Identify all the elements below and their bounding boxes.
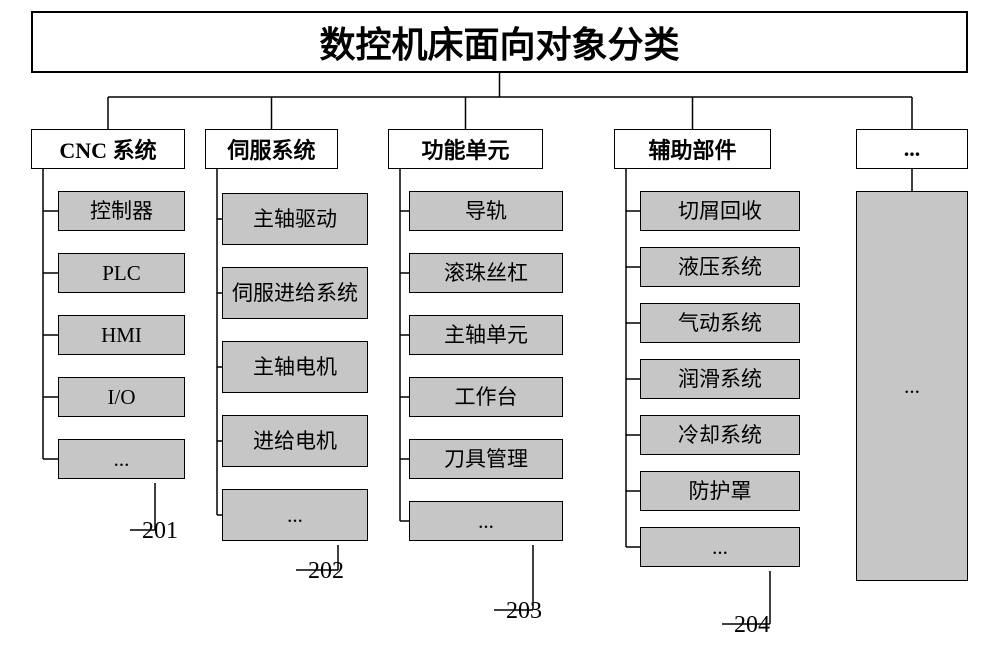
- item-3-0: 切屑回收: [640, 191, 800, 231]
- callout-1: 202: [308, 558, 344, 585]
- item-2-3: 工作台: [409, 377, 563, 417]
- item-3-2: 气动系统: [640, 303, 800, 343]
- item-1-2: 主轴电机: [222, 341, 368, 393]
- item-2-4: 刀具管理: [409, 439, 563, 479]
- item-2-2: 主轴单元: [409, 315, 563, 355]
- column-header-3: 辅助部件: [614, 129, 771, 169]
- item-1-4: ...: [222, 489, 368, 541]
- column-header-2: 功能单元: [388, 129, 543, 169]
- item-0-0: 控制器: [58, 191, 185, 231]
- diagram-canvas: 数控机床面向对象分类 CNC 系统控制器 PLC HMI I/O... 201 伺服系统主轴…: [0, 0, 1000, 651]
- item-0-3: I/O: [58, 377, 185, 417]
- placeholder-column: ...: [856, 191, 968, 581]
- item-1-1: 伺服进给系统: [222, 267, 368, 319]
- item-3-4: 冷却系统: [640, 415, 800, 455]
- column-header-0: CNC 系统: [31, 129, 185, 169]
- item-2-5: ...: [409, 501, 563, 541]
- item-3-5: 防护罩: [640, 471, 800, 511]
- item-2-0: 导轨: [409, 191, 563, 231]
- callout-2: 203: [506, 598, 542, 625]
- item-1-3: 进给电机: [222, 415, 368, 467]
- item-0-2: HMI: [58, 315, 185, 355]
- title-box: 数控机床面向对象分类: [31, 11, 968, 73]
- item-0-4: ...: [58, 439, 185, 479]
- item-3-1: 液压系统: [640, 247, 800, 287]
- column-header-4: ...: [856, 129, 968, 169]
- item-3-6: ...: [640, 527, 800, 567]
- item-3-3: 润滑系统: [640, 359, 800, 399]
- item-2-1: 滚珠丝杠: [409, 253, 563, 293]
- item-1-0: 主轴驱动: [222, 193, 368, 245]
- callout-0: 201: [142, 518, 178, 545]
- column-header-1: 伺服系统: [205, 129, 338, 169]
- callout-3: 204: [734, 612, 770, 639]
- item-0-1: PLC: [58, 253, 185, 293]
